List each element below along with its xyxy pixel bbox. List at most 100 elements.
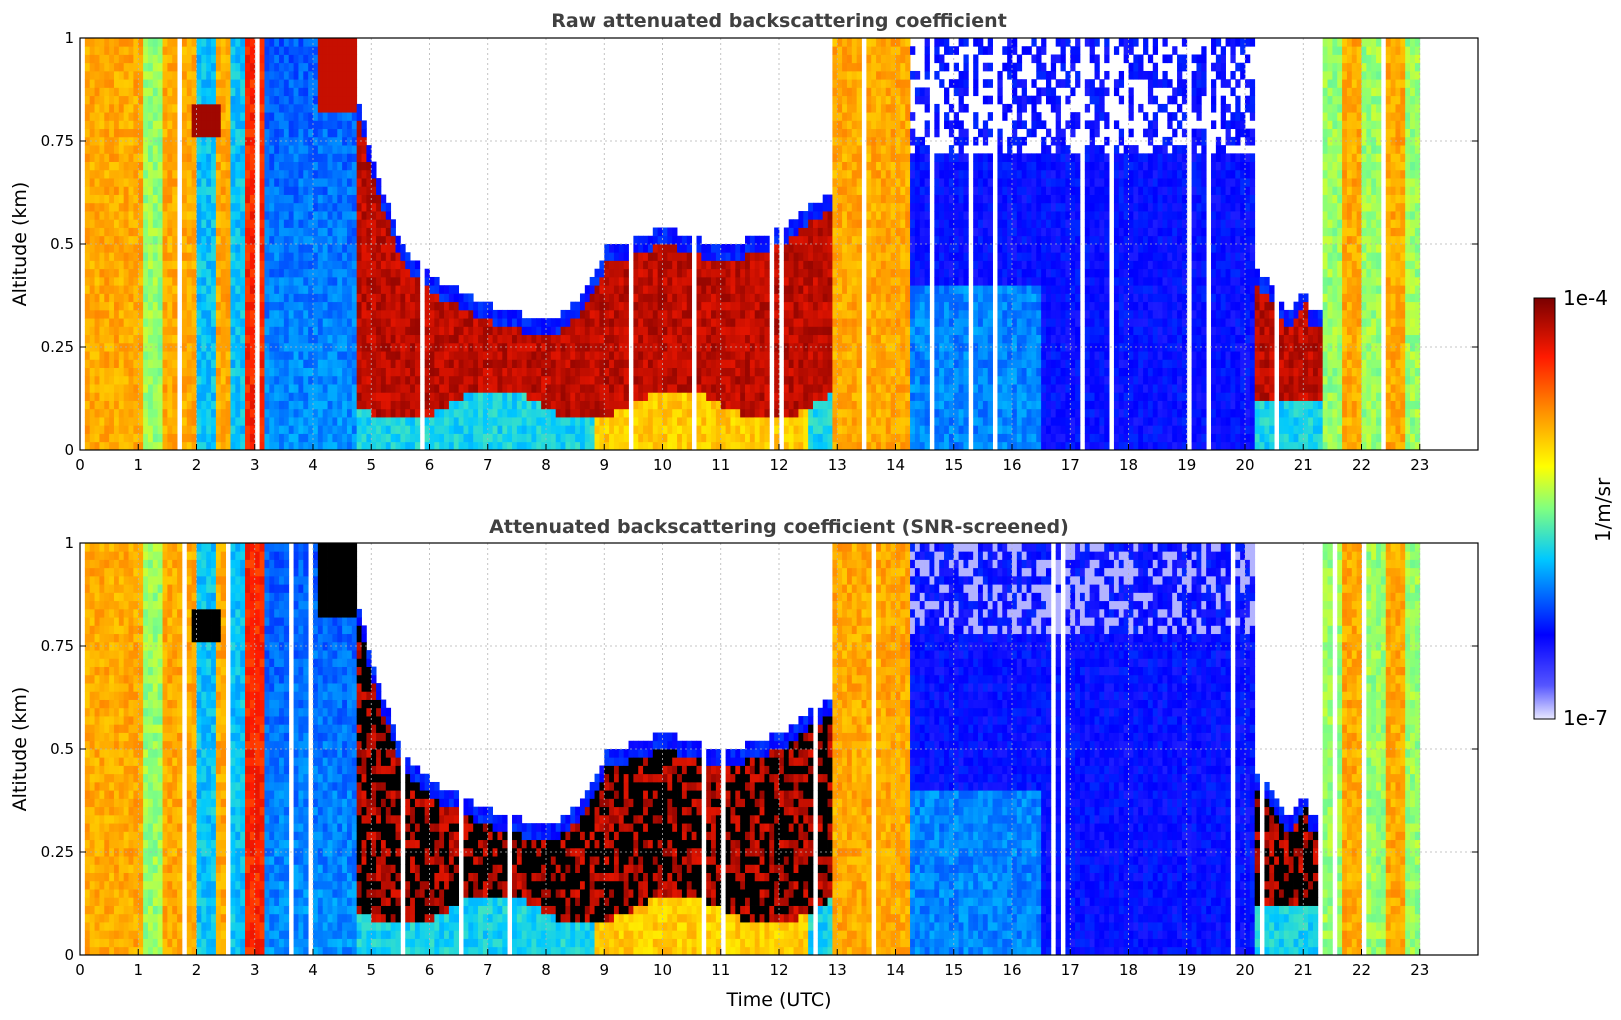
heatmap-cell bbox=[827, 334, 833, 344]
heatmap-cell bbox=[613, 268, 620, 278]
heatmap-cell bbox=[211, 268, 217, 278]
heatmap-cell bbox=[487, 301, 493, 311]
heatmap-cell bbox=[264, 145, 270, 154]
heatmap-cell bbox=[652, 244, 659, 253]
heatmap-cell bbox=[667, 260, 673, 270]
heatmap-cell bbox=[113, 359, 120, 368]
heatmap-cell bbox=[191, 285, 197, 294]
heatmap-cell bbox=[317, 441, 324, 450]
heatmap-cell bbox=[104, 120, 110, 130]
heatmap-cell bbox=[147, 367, 154, 377]
heatmap-cell bbox=[827, 351, 833, 360]
heatmap-cell bbox=[439, 417, 445, 426]
heatmap-cell bbox=[235, 309, 241, 319]
heatmap-cell bbox=[342, 342, 348, 352]
heatmap-cell bbox=[225, 400, 231, 410]
heatmap-cell bbox=[584, 342, 591, 352]
heatmap-cell bbox=[157, 211, 163, 220]
heatmap-cell bbox=[783, 351, 790, 360]
heatmap-cell bbox=[541, 318, 547, 327]
heatmap-cell bbox=[327, 334, 333, 344]
heatmap-cell bbox=[225, 128, 231, 138]
heatmap-cell bbox=[288, 252, 294, 261]
heatmap-cell bbox=[798, 219, 804, 228]
heatmap-cell bbox=[118, 268, 125, 278]
heatmap-cell bbox=[230, 433, 236, 443]
heatmap-cell bbox=[672, 285, 678, 294]
heatmap-cell bbox=[609, 244, 615, 253]
heatmap-cell bbox=[410, 268, 416, 278]
heatmap-cell bbox=[696, 235, 702, 245]
heatmap-cell bbox=[410, 342, 416, 352]
heatmap-cell bbox=[745, 425, 751, 434]
heatmap-cell bbox=[259, 334, 265, 344]
heatmap-cell bbox=[623, 309, 629, 319]
heatmap-cell bbox=[599, 392, 605, 401]
heatmap-cell bbox=[206, 425, 212, 434]
heatmap-cell bbox=[589, 334, 595, 344]
heatmap-cell bbox=[434, 392, 440, 401]
heatmap-cell bbox=[468, 359, 474, 368]
heatmap-cell bbox=[196, 153, 202, 162]
heatmap-cell bbox=[803, 260, 809, 270]
heatmap-cell bbox=[143, 408, 149, 418]
heatmap-cell bbox=[390, 318, 396, 327]
heatmap-cell bbox=[264, 293, 270, 303]
heatmap-cell bbox=[279, 326, 285, 336]
heatmap-cell bbox=[308, 202, 314, 212]
heatmap-cell bbox=[657, 318, 663, 327]
heatmap-cell bbox=[147, 38, 154, 47]
heatmap-cell bbox=[725, 342, 731, 352]
heatmap-cell bbox=[317, 95, 324, 105]
heatmap-cell bbox=[327, 318, 333, 327]
heatmap-cell bbox=[279, 260, 285, 270]
heatmap-cell bbox=[288, 334, 294, 344]
heatmap-cell bbox=[546, 400, 552, 410]
heatmap-cell bbox=[715, 293, 722, 303]
heatmap-cell bbox=[405, 309, 411, 319]
heatmap-cell bbox=[123, 46, 129, 55]
heatmap-cell bbox=[686, 375, 693, 385]
heatmap-cell bbox=[808, 260, 814, 270]
heatmap-cell bbox=[162, 285, 168, 294]
heatmap-cell bbox=[245, 145, 251, 154]
heatmap-cell bbox=[147, 153, 154, 162]
heatmap-cell bbox=[303, 301, 309, 311]
heatmap-cell bbox=[385, 326, 392, 336]
heatmap-cell bbox=[143, 326, 149, 336]
heatmap-cell bbox=[662, 441, 668, 450]
heatmap-cell bbox=[380, 227, 387, 237]
heatmap-cell bbox=[453, 359, 460, 368]
heatmap-cell bbox=[371, 384, 377, 393]
heatmap-cell bbox=[764, 433, 770, 443]
heatmap-cell bbox=[89, 219, 95, 228]
heatmap-cell bbox=[346, 194, 353, 204]
heatmap-cell bbox=[99, 186, 105, 195]
heatmap-cell bbox=[774, 417, 780, 426]
heatmap-cell bbox=[118, 227, 125, 237]
heatmap-cell bbox=[298, 334, 304, 344]
heatmap-cell bbox=[827, 359, 833, 368]
heatmap-cell bbox=[225, 375, 231, 385]
heatmap-cell bbox=[337, 276, 343, 286]
heatmap-cell bbox=[322, 46, 328, 55]
heatmap-cell bbox=[332, 425, 338, 434]
heatmap-cell bbox=[201, 95, 207, 105]
heatmap-cell bbox=[308, 351, 314, 360]
heatmap-cell bbox=[317, 268, 324, 278]
heatmap-cell bbox=[788, 252, 794, 261]
heatmap-cell bbox=[128, 194, 134, 204]
heatmap-cell bbox=[152, 417, 159, 426]
heatmap-cell bbox=[322, 112, 328, 121]
heatmap-cell bbox=[211, 128, 217, 138]
heatmap-cell bbox=[560, 334, 566, 344]
heatmap-cell bbox=[303, 392, 309, 401]
heatmap-cell bbox=[293, 38, 299, 47]
heatmap-cell bbox=[613, 441, 620, 450]
heatmap-cell bbox=[351, 342, 358, 352]
heatmap-cell bbox=[109, 375, 115, 385]
heatmap-cell bbox=[332, 359, 338, 368]
heatmap-cell bbox=[167, 367, 173, 377]
heatmap-cell bbox=[803, 235, 809, 245]
heatmap-cell bbox=[274, 70, 280, 80]
